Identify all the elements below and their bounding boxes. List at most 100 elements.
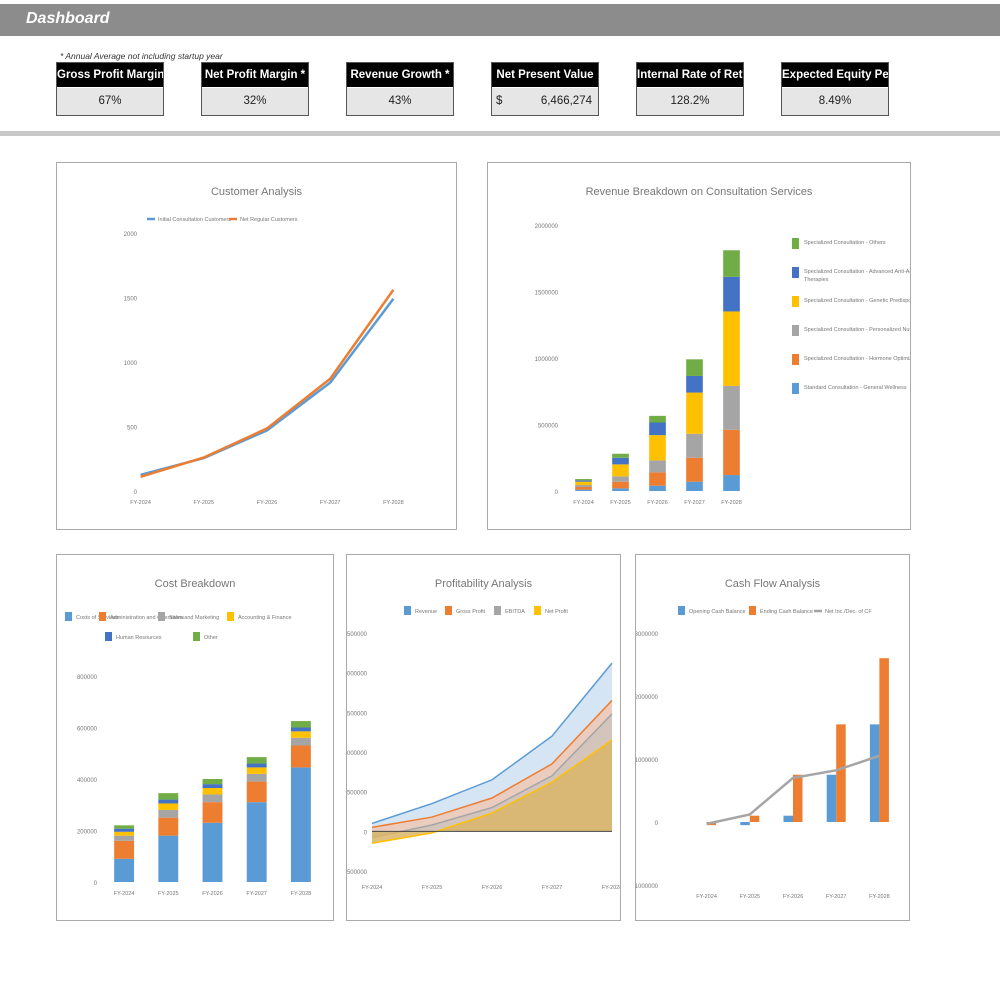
- bar-costs-of-services: [158, 835, 179, 882]
- y-tick-label: 0: [134, 490, 138, 496]
- bar-human-resources: [114, 828, 135, 832]
- kpi-label: Expected Equity Percentage: [782, 63, 888, 87]
- bar-specialized-consultation-personalized-nutrition: [575, 485, 592, 488]
- bar-other: [290, 721, 311, 728]
- y-tick-label: 1000000: [347, 751, 368, 757]
- kpi-net-profit-margin: Net Profit Margin * 32%: [201, 62, 309, 116]
- x-tick-label: FY-2027: [542, 885, 563, 891]
- bar-costs-of-services: [246, 802, 267, 882]
- area-line-gross-profit: [371, 699, 613, 829]
- bar-specialized-consultation-advanced-anti-aging-therapies: [612, 457, 629, 465]
- y-tick-label: 2000000: [636, 695, 659, 701]
- bar-costs-of-services: [290, 767, 311, 882]
- legend-swatch-other: [193, 632, 200, 641]
- kpi-value: 128.2%: [637, 87, 743, 114]
- y-tick-label: 500000: [347, 791, 368, 797]
- bar-accounting-finance: [290, 731, 311, 738]
- legend-label-ending-cash-balance: Ending Cash Balance: [760, 609, 813, 615]
- legend-swatch-ending-cash-balance: [749, 606, 756, 615]
- legend-swatch-specialized-consultation-others: [792, 238, 799, 249]
- dashboard-title: Dashboard: [26, 10, 110, 27]
- bar-other: [246, 757, 267, 764]
- x-tick-label: FY-2026: [257, 500, 278, 506]
- bar-ending-cash-balance: [879, 658, 889, 822]
- x-tick-label: FY-2025: [158, 891, 179, 897]
- kpi-value: 32%: [202, 87, 308, 114]
- bar-specialized-consultation-personalized-nutrition: [612, 476, 629, 482]
- legend-label-net-regular-customers: Net Regular Customers: [240, 217, 298, 223]
- revenue-breakdown-panel: Revenue Breakdown on Consultation Servic…: [487, 162, 911, 530]
- bar-specialized-consultation-advanced-anti-aging-therapies: [649, 422, 666, 436]
- kpi-value-container: $ 6,466,274: [492, 87, 598, 114]
- legend-swatch-specialized-consultation-advanced-anti-aging-therapies: [792, 267, 799, 278]
- bar-accounting-finance: [246, 767, 267, 774]
- x-tick-label: FY-2026: [647, 500, 668, 506]
- bar-standard-consultation-general-wellness: [649, 485, 666, 491]
- annual-average-note: * Annual Average not including startup y…: [60, 51, 223, 61]
- bar-other: [158, 793, 179, 800]
- y-tick-label: 1500000: [535, 291, 559, 297]
- x-tick-label: FY-2028: [291, 891, 312, 897]
- bar-specialized-consultation-personalized-nutrition: [723, 385, 740, 430]
- chart-title: Customer Analysis: [211, 186, 303, 198]
- legend-label-revenue: Revenue: [415, 609, 437, 615]
- y-tick-label: 1000: [124, 361, 138, 367]
- legend-label-specialized-consultation-genetic-predispositions: Specialized Consultation - Genetic Predi…: [804, 298, 910, 304]
- bar-specialized-consultation-hormone-optimization: [686, 457, 703, 482]
- bar-specialized-consultation-hormone-optimization: [612, 481, 629, 489]
- x-tick-label: FY-2024: [362, 885, 383, 891]
- y-tick-label: -1000000: [636, 884, 659, 890]
- bar-sales-and-marketing: [202, 794, 223, 803]
- x-tick-label: FY-2024: [114, 891, 135, 897]
- legend-label-administration-and-operations: Administration and Operations: [110, 615, 184, 621]
- legend-label-specialized-consultation-hormone-optimization: Specialized Consultation - Hormone Optim…: [804, 356, 910, 362]
- bar-specialized-consultation-personalized-nutrition: [686, 433, 703, 458]
- bar-specialized-consultation-genetic-predispositions: [612, 464, 629, 477]
- kpi-label: Revenue Growth *: [347, 63, 453, 87]
- y-tick-label: 2000000: [535, 224, 559, 230]
- bar-opening-cash-balance: [740, 822, 750, 826]
- bar-opening-cash-balance: [869, 724, 880, 822]
- bar-specialized-consultation-genetic-predispositions: [649, 435, 666, 461]
- legend-swatch-specialized-consultation-hormone-optimization: [792, 354, 799, 365]
- legend-swatch-sales-and-marketing: [158, 612, 165, 621]
- chart-title: Cash Flow Analysis: [725, 578, 821, 590]
- legend-label-ebitda: EBITDA: [505, 609, 525, 615]
- y-tick-label: 1500000: [347, 711, 368, 717]
- bar-administration-and-operations: [158, 817, 179, 836]
- kpi-label: Net Present Value: [492, 63, 598, 87]
- bar-specialized-consultation-advanced-anti-aging-therapies: [723, 276, 740, 312]
- y-tick-label: 400000: [77, 778, 98, 784]
- bar-accounting-finance: [158, 803, 179, 810]
- kpi-internal-rate-of-return: Internal Rate of Return 128.2%: [636, 62, 744, 116]
- y-tick-label: 1500: [124, 297, 138, 303]
- x-tick-label: FY-2026: [482, 885, 503, 891]
- legend-label-initial-consultation-customers: Initial Consultation Customers: [158, 217, 231, 223]
- x-tick-label: FY-2024: [130, 500, 151, 506]
- x-tick-label: FY-2027: [826, 894, 847, 900]
- bar-sales-and-marketing: [158, 809, 179, 818]
- legend-swatch-accounting-finance: [227, 612, 234, 621]
- bar-specialized-consultation-personalized-nutrition: [649, 460, 666, 473]
- bar-costs-of-services: [114, 858, 135, 882]
- legend-label-sales-and-marketing: Sales and Marketing: [169, 615, 219, 621]
- legend-label-net-inc-dec-of-cf: Net Inc./Dec. of CF: [825, 609, 872, 615]
- x-tick-label: FY-2026: [202, 891, 223, 897]
- customer-analysis-panel: Customer Analysis 0 500 1000 1500 2000 Initial…: [56, 162, 457, 530]
- bar-sales-and-marketing: [246, 773, 267, 782]
- series-line-net-inc-dec-of-cf: [706, 754, 880, 826]
- legend-swatch-opening-cash-balance: [678, 606, 685, 615]
- kpi-net-present-value: Net Present Value $ 6,466,274: [491, 62, 599, 116]
- y-tick-label: 1000000: [636, 758, 659, 764]
- x-tick-label: FY-2028: [383, 500, 404, 506]
- series-line-initial-consultation-customers: [140, 298, 395, 477]
- bar-sales-and-marketing: [290, 737, 311, 746]
- legend-label-net-profit: Net Profit: [545, 609, 568, 615]
- legend-label-human-resources: Human Resources: [116, 635, 162, 641]
- y-tick-label: 500000: [538, 424, 559, 430]
- bar-standard-consultation-general-wellness: [723, 475, 740, 491]
- legend-label-other: Other: [204, 635, 218, 641]
- bar-sales-and-marketing: [114, 835, 135, 841]
- bar-administration-and-operations: [246, 781, 267, 803]
- bar-administration-and-operations: [290, 745, 311, 768]
